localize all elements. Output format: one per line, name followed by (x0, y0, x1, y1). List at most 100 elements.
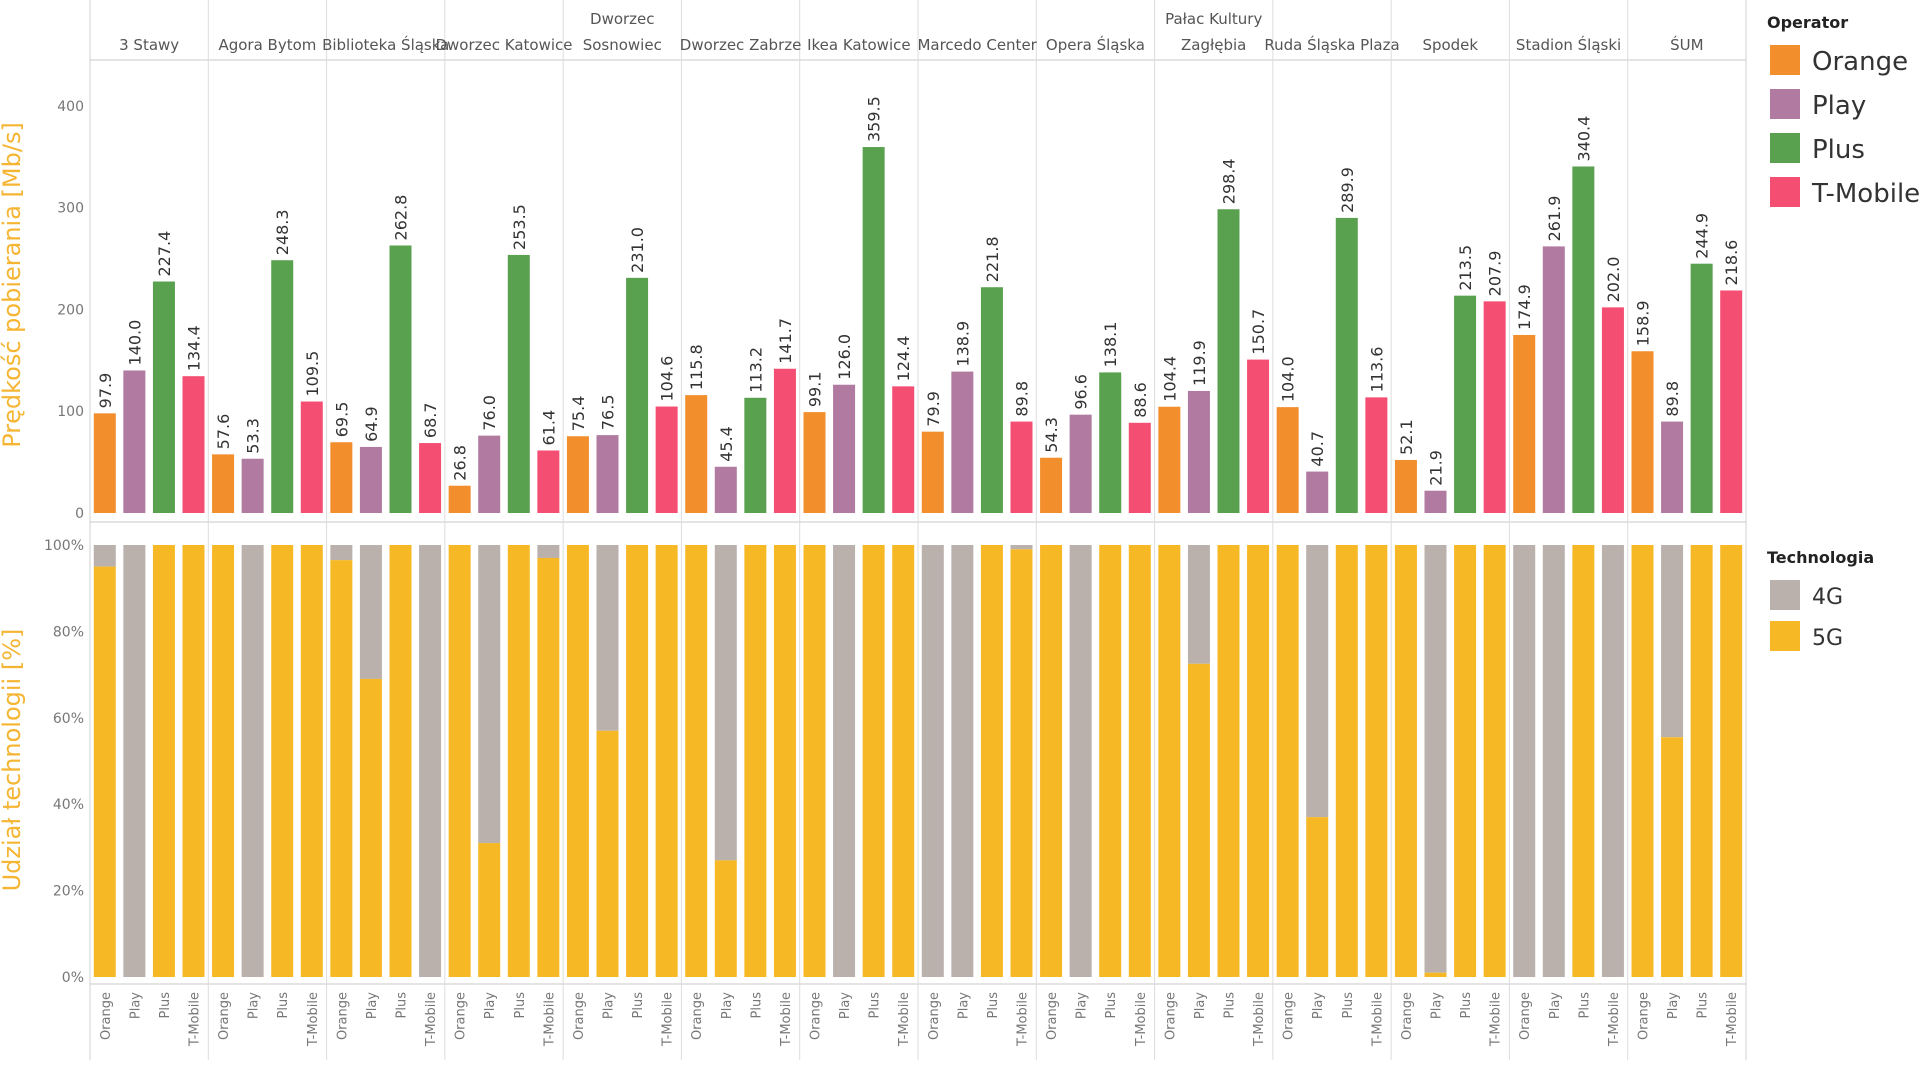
share-bar-5g (596, 730, 619, 977)
operator-tick-label: Orange (217, 992, 232, 1040)
share-bar-5g (1690, 545, 1713, 977)
share-bar-5g (685, 545, 708, 977)
speed-bar-play (1424, 490, 1447, 513)
operator-tick-label: Plus (1223, 992, 1238, 1019)
share-bar-5g (271, 545, 294, 977)
operator-tick-label: T-Mobile (779, 992, 794, 1047)
share-bar-5g (1247, 545, 1270, 977)
share-bar-4g (1069, 545, 1092, 977)
share-axis-tick: 0% (62, 970, 84, 986)
speed-bar-label: 45.4 (717, 426, 736, 462)
speed-bar-orange (1276, 407, 1299, 513)
operator-tick-label: Play (1430, 992, 1445, 1019)
operator-legend-title: Operator (1767, 13, 1848, 32)
share-bar-5g (1217, 545, 1240, 977)
speed-bar-label: 21.9 (1427, 450, 1446, 486)
category-header: Dworzec (590, 10, 655, 28)
share-bar-4g (1306, 545, 1329, 818)
operator-tick-label: Plus (868, 992, 883, 1019)
operator-tick-label: Play (128, 992, 143, 1019)
speed-bar-label: 134.4 (185, 325, 204, 371)
speed-bar-play (241, 458, 264, 513)
share-bar-5g (1187, 663, 1210, 977)
operator-tick-label: Plus (1459, 992, 1474, 1019)
share-bar-5g (300, 545, 323, 977)
speed-bar-label: 104.4 (1160, 356, 1179, 402)
speed-bar-plus (744, 397, 767, 513)
share-bar-4g (1542, 545, 1565, 977)
share-bar-5g (1720, 545, 1743, 977)
speed-bar-label: 124.4 (894, 336, 913, 382)
operator-tick-label: Orange (99, 992, 114, 1040)
speed-bar-label: 79.9 (924, 391, 943, 427)
speed-bar-label: 231.0 (628, 227, 647, 273)
share-bar-4g (1661, 545, 1684, 738)
operator-tick-label: Play (1193, 992, 1208, 1019)
share-bar-5g (507, 545, 530, 977)
speed-bar-orange (1394, 459, 1417, 513)
speed-bar-label: 262.8 (392, 195, 411, 241)
speed-bar-label: 115.8 (687, 344, 706, 390)
speed-bar-plus (271, 260, 294, 513)
speed-bar-t-mobile (1365, 397, 1388, 513)
share-bar-5g (1010, 549, 1033, 977)
speed-bar-plus (1335, 217, 1358, 514)
speed-bar-label: 104.0 (1279, 356, 1298, 402)
speed-bar-label: 89.8 (1013, 381, 1032, 417)
speed-bar-t-mobile (300, 401, 323, 513)
operator-tick-label: T-Mobile (897, 992, 912, 1047)
share-bar-5g (714, 860, 737, 977)
speed-bar-label: 97.9 (96, 373, 115, 409)
speed-bar-play (951, 371, 974, 513)
share-axis-tick: 60% (53, 711, 84, 727)
speed-bar-plus (1572, 166, 1595, 513)
speed-bar-orange (566, 436, 589, 513)
speed-bar-play (1542, 246, 1565, 514)
operator-tick-label: T-Mobile (1607, 992, 1622, 1047)
share-bar-4g (1424, 545, 1447, 973)
speed-bar-plus (152, 281, 175, 513)
legend-swatch-5g (1770, 621, 1800, 651)
operator-tick-label: Orange (1282, 992, 1297, 1040)
legend-swatch-4g (1770, 580, 1800, 610)
operator-tick-label: Orange (690, 992, 705, 1040)
share-bar-5g (152, 545, 175, 977)
operator-tick-label: T-Mobile (1016, 992, 1031, 1047)
speed-bar-label: 158.9 (1634, 300, 1653, 346)
operator-tick-label: Orange (572, 992, 587, 1040)
legend-label-play: Play (1812, 91, 1866, 121)
speed-bar-t-mobile (1247, 359, 1270, 513)
category-header: ŚUM (1670, 35, 1703, 54)
speed-bar-label: 69.5 (332, 402, 351, 438)
share-bar-5g (655, 545, 678, 977)
share-bar-5g (566, 545, 589, 977)
share-bar-4g (330, 545, 353, 561)
operator-tick-label: Orange (1400, 992, 1415, 1040)
share-bar-5g (862, 545, 885, 977)
legend-label-5g: 5G (1812, 626, 1843, 651)
operator-tick-label: T-Mobile (1134, 992, 1149, 1047)
speed-bar-label: 261.9 (1545, 196, 1564, 242)
share-bar-5g (1483, 545, 1506, 977)
operator-tick-label: Plus (1577, 992, 1592, 1019)
share-bar-5g (1424, 972, 1447, 977)
share-bar-5g (892, 545, 915, 977)
operator-tick-label: Play (602, 992, 617, 1019)
share-axis-tick: 40% (53, 797, 84, 813)
speed-bar-orange (921, 431, 944, 513)
category-header: 3 Stawy (119, 36, 179, 54)
speed-bar-label: 75.4 (569, 396, 588, 432)
speed-axis-title: Prędkość pobierania [Mb/s] (0, 122, 26, 448)
speed-bar-play (1306, 471, 1329, 513)
share-bar-5g (1099, 545, 1122, 977)
operator-tick-label: Play (1075, 992, 1090, 1019)
speed-bar-t-mobile (1483, 301, 1506, 513)
share-bar-4g (1010, 545, 1033, 550)
operator-tick-label: T-Mobile (1370, 992, 1385, 1047)
speed-bar-label: 113.6 (1367, 347, 1386, 393)
speed-bar-label: 109.5 (303, 351, 322, 397)
speed-bar-play (596, 435, 619, 513)
operator-tick-label: T-Mobile (661, 992, 676, 1047)
speed-bar-t-mobile (773, 368, 796, 513)
